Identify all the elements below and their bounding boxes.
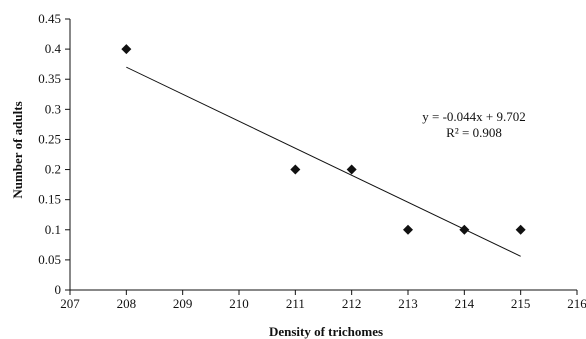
y-tick-label: 0.15 bbox=[38, 192, 61, 207]
data-point-marker bbox=[459, 224, 470, 235]
y-tick-label: 0.25 bbox=[38, 131, 61, 146]
x-tick-label: 215 bbox=[511, 296, 531, 311]
data-point-marker bbox=[515, 224, 526, 235]
x-tick-label: 216 bbox=[567, 296, 586, 311]
y-tick-label: 0.4 bbox=[45, 41, 62, 56]
y-tick-label: 0.35 bbox=[38, 71, 61, 86]
y-tick-label: 0.3 bbox=[45, 101, 61, 116]
data-point-marker bbox=[346, 164, 357, 175]
y-tick-label: 0.05 bbox=[38, 252, 61, 267]
y-axis-ticks: 0 0.05 0.1 0.15 0.2 0.25 0.3 0.35 0.4 0.45 bbox=[38, 11, 70, 297]
data-points bbox=[121, 44, 526, 235]
x-tick-label: 211 bbox=[286, 296, 305, 311]
y-tick-label: 0.45 bbox=[38, 11, 61, 26]
y-tick-label: 0.1 bbox=[45, 222, 61, 237]
x-tick-label: 209 bbox=[173, 296, 193, 311]
x-axis-ticks: 207 208 209 210 211 212 213 214 215 216 bbox=[60, 290, 586, 311]
x-tick-label: 212 bbox=[342, 296, 362, 311]
x-tick-label: 210 bbox=[229, 296, 249, 311]
data-point-marker bbox=[290, 164, 301, 175]
trendline bbox=[126, 66, 521, 257]
x-tick-label: 207 bbox=[60, 296, 80, 311]
x-tick-label: 208 bbox=[117, 296, 137, 311]
r-squared-label: R² = 0.908 bbox=[446, 125, 502, 140]
y-tick-label: 0.2 bbox=[45, 162, 61, 177]
x-tick-label: 213 bbox=[398, 296, 418, 311]
data-point-marker bbox=[403, 224, 413, 235]
x-tick-label: 214 bbox=[455, 296, 475, 311]
data-point-marker bbox=[121, 44, 132, 55]
x-axis-title: Density of trichomes bbox=[269, 324, 383, 339]
y-tick-label: 0 bbox=[55, 282, 62, 297]
y-axis-title: Number of adults bbox=[10, 101, 25, 198]
trendline-equation: y = -0.044x + 9.702 bbox=[422, 109, 526, 124]
